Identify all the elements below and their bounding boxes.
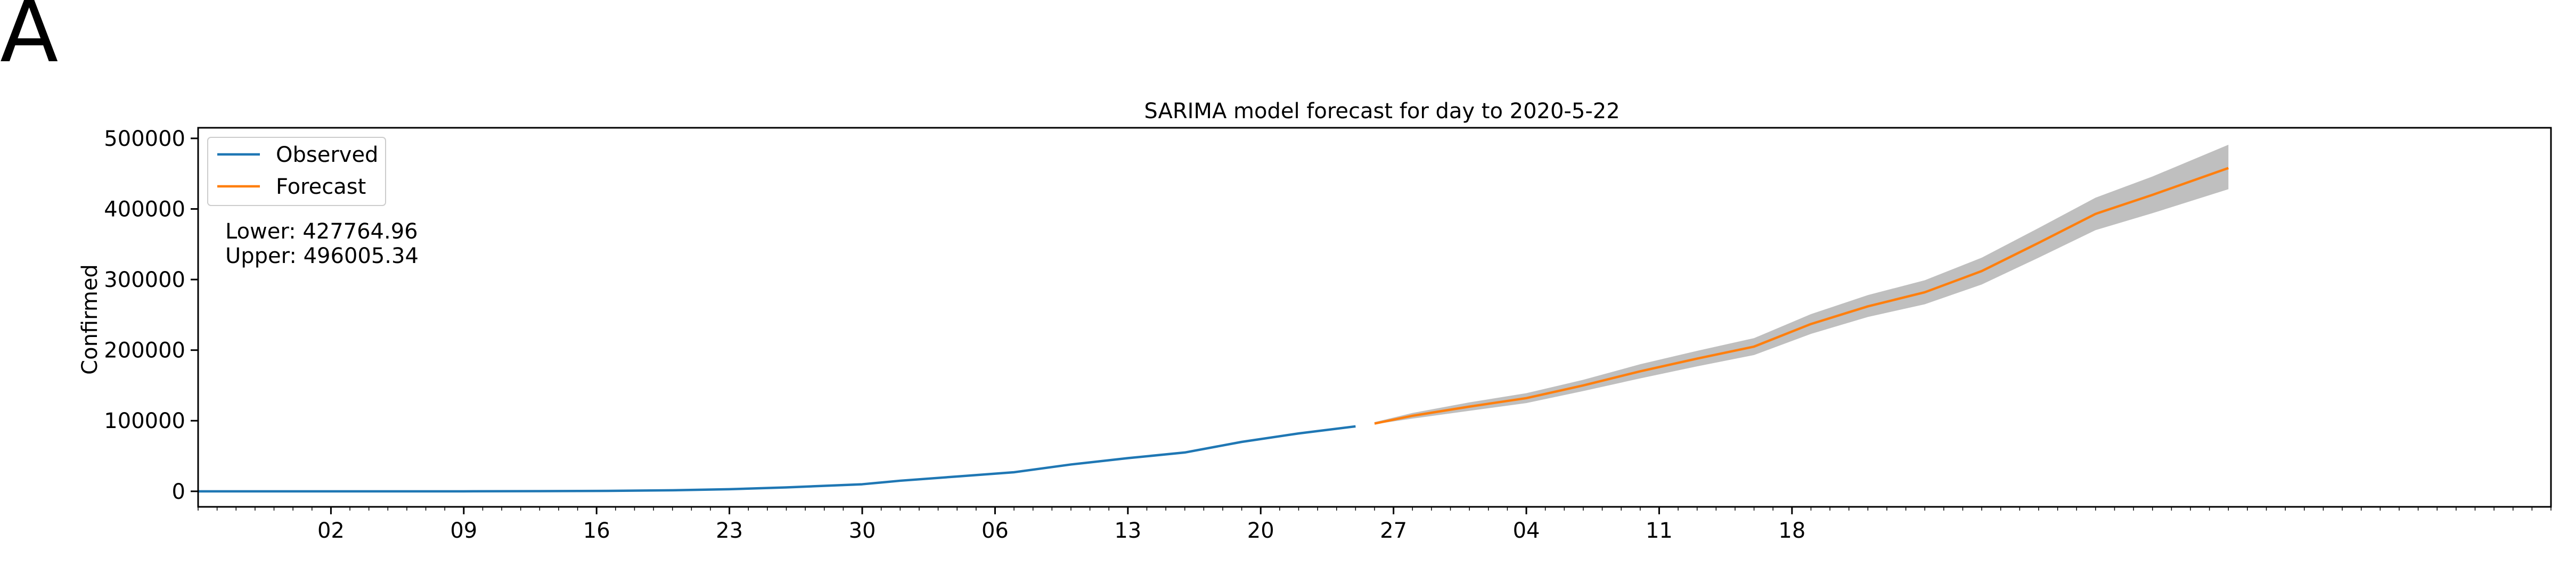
plot-frame bbox=[197, 127, 2552, 508]
x-tick-label: 11 bbox=[1646, 519, 1673, 543]
series-line-observed bbox=[198, 425, 1356, 493]
annotation-line: Upper: 496005.34 bbox=[225, 244, 419, 268]
y-tick-label: 200000 bbox=[104, 339, 185, 363]
tick-layer: 0 100000 200000 300000 400000 500000 02 09 16 23 3… bbox=[104, 127, 2552, 543]
panel-label: A bbox=[0, 0, 59, 81]
x-tick-label: 09 bbox=[450, 519, 477, 543]
y-tick-label: 400000 bbox=[104, 197, 185, 221]
chart-title: SARIMA model forecast for day to 2020-5-… bbox=[1144, 99, 1620, 124]
x-tick-label: 20 bbox=[1247, 519, 1274, 543]
x-tick-label: 23 bbox=[716, 519, 743, 543]
x-tick-label: 02 bbox=[317, 519, 345, 543]
y-tick-label: 100000 bbox=[104, 409, 185, 433]
x-tick-label: 27 bbox=[1380, 519, 1407, 543]
confidence-band bbox=[1375, 144, 2229, 424]
x-tick-label: 16 bbox=[583, 519, 610, 543]
y-tick-label: 300000 bbox=[104, 268, 185, 292]
x-tick-label: 04 bbox=[1513, 519, 1540, 543]
x-tick-label: 30 bbox=[849, 519, 876, 543]
series-line-forecast bbox=[1374, 167, 2229, 425]
confidence-band-layer bbox=[1375, 144, 2229, 424]
y-axis-label: Confirmed bbox=[78, 264, 102, 375]
legend-label: Observed bbox=[276, 143, 378, 167]
series-layer bbox=[198, 167, 2229, 493]
legend: Observed Forecast bbox=[207, 137, 386, 206]
legend-label: Forecast bbox=[276, 175, 366, 199]
annotation-line: Lower: 427764.96 bbox=[225, 219, 418, 244]
x-tick-label: 18 bbox=[1778, 519, 1805, 543]
x-tick-label: 13 bbox=[1114, 519, 1141, 543]
y-tick-label: 500000 bbox=[104, 127, 185, 151]
y-tick-label: 0 bbox=[172, 480, 185, 504]
x-tick-label: 06 bbox=[982, 519, 1009, 543]
